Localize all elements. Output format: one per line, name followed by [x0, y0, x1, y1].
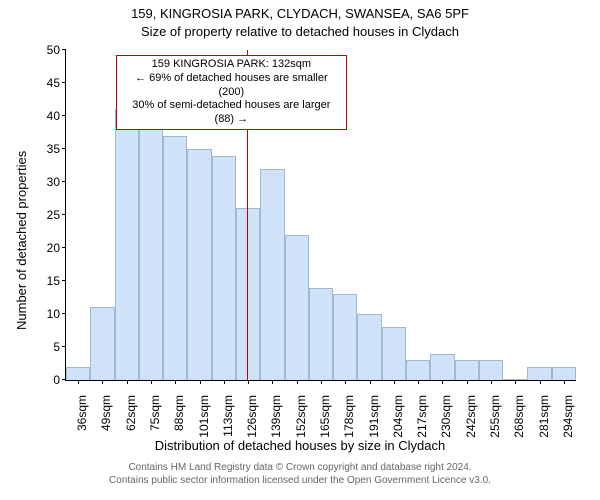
footer-line-2: Contains public sector information licen… — [0, 475, 600, 488]
y-tick-mark — [62, 346, 66, 347]
y-tick-label: 5 — [20, 340, 66, 354]
x-tick-mark — [394, 380, 395, 384]
histogram-bar — [212, 156, 236, 380]
histogram-bar — [382, 327, 406, 380]
y-tick-label: 40 — [20, 109, 66, 123]
y-tick-mark — [62, 214, 66, 215]
chart-subtitle: Size of property relative to detached ho… — [0, 24, 600, 39]
y-tick-label: 10 — [20, 307, 66, 321]
callout-line-1: 159 KINGROSIA PARK: 132sqm — [121, 58, 342, 72]
y-tick-mark — [62, 313, 66, 314]
histogram-bar — [139, 109, 163, 380]
histogram-bar — [479, 360, 503, 380]
x-tick-mark — [151, 380, 152, 384]
x-tick-mark — [370, 380, 371, 384]
y-tick-mark — [62, 247, 66, 248]
y-tick-label: 15 — [20, 274, 66, 288]
x-tick-mark — [467, 380, 468, 384]
y-tick-label: 35 — [20, 142, 66, 156]
histogram-bar — [115, 109, 139, 380]
histogram-bar — [90, 307, 114, 380]
y-tick-mark — [62, 49, 66, 50]
chart-container: 159, KINGROSIA PARK, CLYDACH, SWANSEA, S… — [0, 0, 600, 500]
y-tick-label: 50 — [20, 43, 66, 57]
callout-line-3: 30% of semi-detached houses are larger (… — [121, 99, 342, 127]
y-tick-mark — [62, 148, 66, 149]
x-tick-mark — [345, 380, 346, 384]
histogram-bar — [430, 354, 454, 380]
y-tick-label: 25 — [20, 208, 66, 222]
histogram-bar — [66, 367, 90, 380]
histogram-bar — [260, 169, 284, 380]
x-tick-mark — [248, 380, 249, 384]
histogram-bar — [285, 235, 309, 380]
y-tick-mark — [62, 280, 66, 281]
y-tick-label: 0 — [20, 373, 66, 387]
y-tick-mark — [62, 82, 66, 83]
chart-title: 159, KINGROSIA PARK, CLYDACH, SWANSEA, S… — [0, 6, 600, 21]
x-tick-mark — [297, 380, 298, 384]
x-axis-caption: Distribution of detached houses by size … — [0, 438, 600, 453]
histogram-bar — [527, 367, 551, 380]
callout-box: 159 KINGROSIA PARK: 132sqm ← 69% of deta… — [116, 55, 347, 130]
x-tick-mark — [442, 380, 443, 384]
footer-attribution: Contains HM Land Registry data © Crown c… — [0, 462, 600, 487]
histogram-bar — [187, 149, 211, 380]
histogram-bar — [357, 314, 381, 380]
x-tick-mark — [78, 380, 79, 384]
x-tick-mark — [224, 380, 225, 384]
y-tick-mark — [62, 115, 66, 116]
y-tick-label: 45 — [20, 76, 66, 90]
histogram-bar — [455, 360, 479, 380]
x-tick-mark — [102, 380, 103, 384]
x-tick-mark — [200, 380, 201, 384]
x-tick-mark — [515, 380, 516, 384]
histogram-bar — [406, 360, 430, 380]
histogram-bar — [309, 288, 333, 380]
y-tick-label: 20 — [20, 241, 66, 255]
x-tick-mark — [272, 380, 273, 384]
callout-line-2: ← 69% of detached houses are smaller (20… — [121, 72, 342, 100]
x-tick-mark — [564, 380, 565, 384]
histogram-bar — [552, 367, 576, 380]
x-tick-mark — [418, 380, 419, 384]
footer-line-1: Contains HM Land Registry data © Crown c… — [0, 462, 600, 475]
x-tick-mark — [540, 380, 541, 384]
x-tick-mark — [127, 380, 128, 384]
histogram-bar — [163, 136, 187, 380]
x-tick-mark — [175, 380, 176, 384]
y-tick-label: 30 — [20, 175, 66, 189]
x-tick-mark — [321, 380, 322, 384]
histogram-bar — [333, 294, 357, 380]
x-tick-mark — [491, 380, 492, 384]
y-tick-mark — [62, 181, 66, 182]
y-tick-mark — [62, 379, 66, 380]
